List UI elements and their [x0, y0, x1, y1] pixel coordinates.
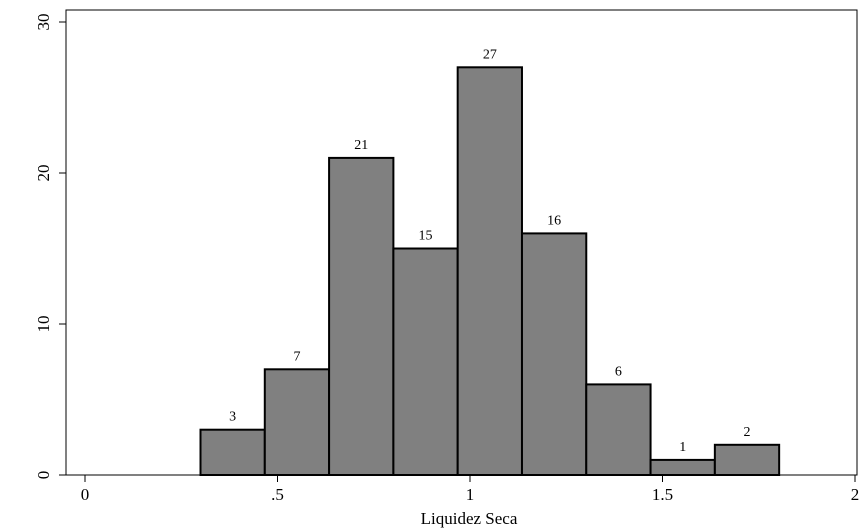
x-tick-label: 1 [466, 485, 475, 504]
bar-value-label: 3 [229, 410, 236, 425]
x-axis-title: Liquidez Seca [421, 509, 518, 528]
x-axis: 0 .5 1 1.5 2 [66, 474, 860, 504]
histogram-bar [328, 156, 395, 476]
x-tick-label: 1.5 [652, 485, 673, 504]
x-tick-label: 0 [81, 485, 90, 504]
bar-value-label: 2 [744, 425, 751, 440]
bar-value-label: 1 [679, 440, 686, 455]
histogram-bar [520, 232, 588, 476]
y-tick-label: 10 [34, 316, 53, 333]
histogram-bar [456, 66, 523, 477]
bar-value-label: 16 [547, 213, 561, 228]
y-tick-label: 0 [34, 471, 53, 480]
x-tick-label: 2 [851, 485, 860, 504]
histogram-bar [199, 428, 266, 477]
histogram-bar [585, 383, 652, 476]
histogram-bar [713, 443, 781, 476]
y-tick-label: 30 [34, 14, 53, 31]
bar-value-label: 6 [615, 364, 622, 379]
y-axis: 0 10 20 30 [34, 10, 67, 480]
bar-value-label: 7 [293, 349, 300, 364]
bar-value-label: 15 [419, 229, 433, 244]
bar-labels-group: 3 7 21 15 27 16 6 1 2 [229, 47, 750, 455]
histogram-bar [392, 247, 459, 476]
y-tick-label: 20 [34, 165, 53, 182]
histogram-bar [263, 368, 331, 476]
bar-value-label: 21 [354, 138, 368, 153]
x-tick-label: .5 [271, 485, 284, 504]
bars-group [199, 66, 781, 477]
histogram-bar [649, 458, 716, 476]
bar-value-label: 27 [483, 47, 497, 62]
